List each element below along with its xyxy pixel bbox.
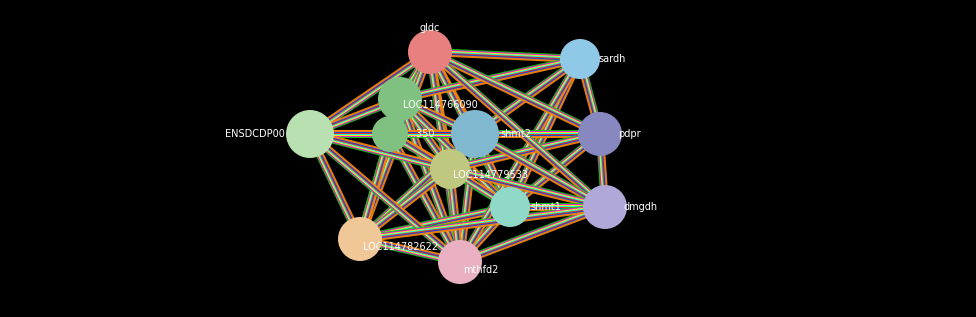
Text: LOC114779533: LOC114779533 (453, 170, 528, 180)
Text: ENSDCDP00: ENSDCDP00 (225, 129, 285, 139)
Circle shape (583, 185, 627, 229)
Text: shmt2: shmt2 (500, 129, 531, 139)
Circle shape (430, 149, 470, 189)
Text: mthfd2: mthfd2 (463, 265, 499, 275)
Text: sardh: sardh (598, 54, 626, 64)
Text: pdpr: pdpr (618, 129, 640, 139)
Text: dmgdh: dmgdh (623, 202, 657, 212)
Text: LOC114766090: LOC114766090 (403, 100, 477, 110)
Text: shmt1: shmt1 (530, 202, 561, 212)
Circle shape (451, 110, 499, 158)
Circle shape (286, 110, 334, 158)
Circle shape (438, 240, 482, 284)
Circle shape (378, 77, 422, 121)
Text: ...350: ...350 (407, 129, 434, 139)
Circle shape (408, 30, 452, 74)
Circle shape (338, 217, 382, 261)
Text: LOC114782622: LOC114782622 (363, 242, 438, 252)
Circle shape (372, 116, 408, 152)
Circle shape (560, 39, 600, 79)
Text: gldc: gldc (420, 23, 440, 33)
Circle shape (578, 112, 622, 156)
Circle shape (490, 187, 530, 227)
